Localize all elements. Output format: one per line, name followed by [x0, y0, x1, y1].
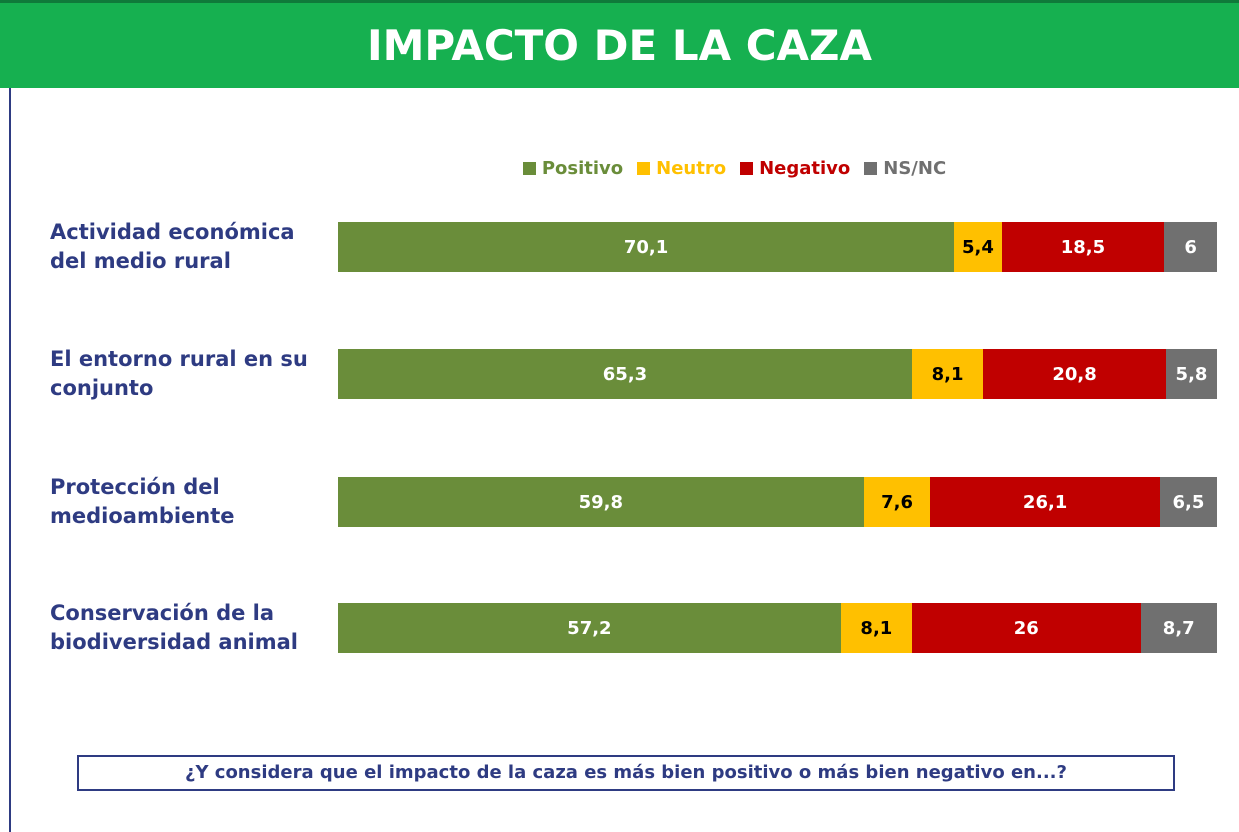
question-note: ¿Y considera que el impacto de la caza e…	[77, 755, 1175, 791]
header-band	[0, 0, 1239, 88]
chart-title: IMPACTO DE LA CAZA	[366, 21, 872, 70]
bar-segment: 57,2	[338, 603, 841, 653]
value-label: 8,7	[1162, 617, 1195, 639]
value-label: 59,8	[578, 491, 624, 513]
value-label: 5,8	[1175, 363, 1208, 385]
bar-segment: 5,4	[954, 222, 1002, 272]
value-label: 18,5	[1060, 236, 1106, 258]
legend-label: NS/NC	[883, 158, 947, 179]
value-label: 57,2	[567, 617, 612, 639]
bar-segment: 8,7	[1140, 603, 1217, 653]
legend-label: Negativo	[759, 158, 851, 179]
legend-swatch	[637, 162, 651, 175]
value-label: 26	[1013, 617, 1039, 639]
bar-segment: 8,1	[840, 603, 912, 653]
value-label: 26,1	[1022, 491, 1068, 513]
bar-segment: 26	[911, 603, 1141, 653]
value-label: 7,6	[881, 491, 913, 513]
legend-swatch	[864, 162, 878, 175]
category-label: Conservación de la biodiversidad animal	[50, 601, 298, 654]
legend-item: NS/NC	[864, 158, 946, 179]
legend-item: Negativo	[740, 158, 850, 179]
category-label: Protección del medioambiente	[50, 475, 235, 528]
value-label: 8,1	[860, 617, 893, 639]
bar-segment: 6,5	[1159, 477, 1217, 527]
bar-segment: 7,6	[863, 477, 931, 527]
category-label: Actividad económica del medio rural	[50, 220, 295, 273]
legend-label: Positivo	[541, 158, 624, 179]
value-label: 8,1	[931, 363, 964, 385]
legend-item: Neutro	[637, 158, 726, 179]
frame-line	[9, 88, 11, 832]
bar-segment: 65,3	[338, 349, 912, 399]
bar-segment: 8,1	[911, 349, 984, 399]
bar-segment: 26,1	[930, 477, 1160, 527]
legend-label: Neutro	[656, 158, 727, 179]
value-label: 6,5	[1172, 491, 1205, 513]
value-label: 70,1	[623, 236, 669, 258]
bar-segment: 5,8	[1166, 349, 1217, 399]
legend: Positivo Neutro Negativo NS/NC	[230, 158, 1239, 179]
value-label: 65,3	[602, 363, 648, 385]
category-label: El entorno rural en su conjunto	[50, 347, 308, 400]
legend-item: Positivo	[522, 158, 624, 179]
bar-segment: 6	[1164, 222, 1217, 272]
bar-segment: 20,8	[983, 349, 1166, 399]
bar-segment: 59,8	[338, 477, 864, 527]
legend-swatch	[522, 162, 536, 175]
legend-swatch	[740, 162, 754, 175]
value-label: 5,4	[961, 236, 994, 258]
bar-segment: 18,5	[1001, 222, 1165, 272]
bar-segment: 70,1	[338, 222, 955, 272]
value-label: 6	[1184, 236, 1197, 258]
value-label: 20,8	[1052, 363, 1097, 385]
